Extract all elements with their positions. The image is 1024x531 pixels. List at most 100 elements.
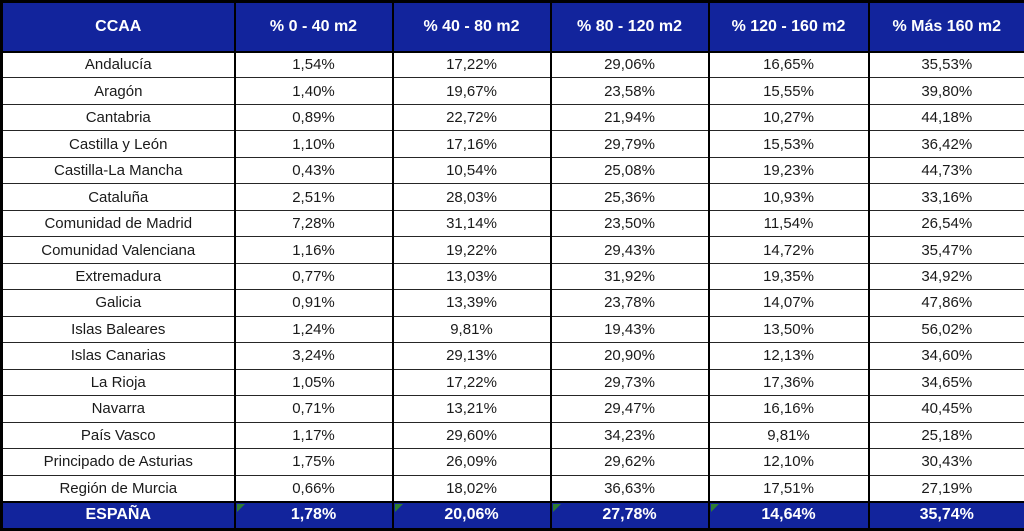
value-cell: 35,47% (867, 236, 1024, 264)
value-cell: 0,89% (233, 103, 394, 132)
table-row: Andalucía 1,54% 17,22% 29,06% 16,65% 35,53% (0, 50, 1024, 79)
value-cell: 56,02% (867, 315, 1024, 344)
footer-value-cell: 20,06% (391, 500, 552, 531)
value-cell: 1,05% (233, 368, 394, 397)
value-cell: 21,94% (549, 103, 710, 132)
region-name-cell: Comunidad Valenciana (0, 236, 236, 264)
value-cell: 19,43% (549, 315, 710, 344)
value-cell: 34,92% (867, 262, 1024, 291)
value-cell: 23,58% (549, 77, 710, 105)
footer-value-cell: 27,78% (549, 500, 710, 531)
region-name-cell: País Vasco (0, 421, 236, 450)
region-name-cell: Islas Baleares (0, 315, 236, 344)
table-row: Comunidad de Madrid 7,28% 31,14% 23,50% 11,5… (0, 209, 1024, 238)
value-cell: 27,19% (867, 474, 1024, 502)
region-name-cell: Extremadura (0, 262, 236, 291)
value-cell: 10,54% (391, 156, 552, 185)
cell-flag-triangle-icon (710, 503, 719, 512)
value-cell: 28,03% (391, 183, 552, 211)
table-row: Comunidad Valenciana 1,16% 19,22% 29,43% 14,… (0, 236, 1024, 264)
value-cell: 34,65% (867, 368, 1024, 397)
value-cell: 15,53% (707, 130, 870, 158)
table-row: Extremadura 0,77% 13,03% 31,92% 19,35% 34,92% (0, 262, 1024, 291)
value-cell: 0,77% (233, 262, 394, 291)
value-cell: 2,51% (233, 183, 394, 211)
region-name-cell: Castilla-La Mancha (0, 156, 236, 185)
footer-value-cell: 14,64% (707, 500, 870, 531)
value-cell: 25,08% (549, 156, 710, 185)
table-row: Cataluña 2,51% 28,03% 25,36% 10,93% 33,16% (0, 183, 1024, 211)
column-header-ccaa: CCAA (0, 0, 236, 53)
region-name-cell: Cantabria (0, 103, 236, 132)
value-cell: 13,03% (391, 262, 552, 291)
column-header: % 80 - 120 m2 (549, 0, 710, 53)
value-cell: 10,93% (707, 183, 870, 211)
region-name-cell: Andalucía (0, 50, 236, 79)
value-cell: 39,80% (867, 77, 1024, 105)
table-row: Islas Baleares 1,24% 9,81% 19,43% 13,50% 56,0… (0, 315, 1024, 344)
value-cell: 36,63% (549, 474, 710, 502)
value-cell: 22,72% (391, 103, 552, 132)
table-row: Navarra 0,71% 13,21% 29,47% 16,16% 40,45% (0, 395, 1024, 423)
value-cell: 1,16% (233, 236, 394, 264)
value-cell: 29,60% (391, 421, 552, 450)
value-cell: 17,36% (707, 368, 870, 397)
value-cell: 34,60% (867, 342, 1024, 370)
value-cell: 3,24% (233, 342, 394, 370)
header-row: CCAA% 0 - 40 m2% 40 - 80 m2% 80 - 120 m2… (0, 0, 1024, 53)
table-row: Región de Murcia 0,66% 18,02% 36,63% 17,51% 2… (0, 474, 1024, 502)
table-row: Aragón 1,40% 19,67% 23,58% 15,55% 39,80% (0, 77, 1024, 105)
value-cell: 20,90% (549, 342, 710, 370)
value-cell: 0,91% (233, 289, 394, 317)
value-cell: 15,55% (707, 77, 870, 105)
value-cell: 36,42% (867, 130, 1024, 158)
value-cell: 13,39% (391, 289, 552, 317)
footer-total-label: ESPAÑA (0, 500, 236, 531)
value-cell: 13,50% (707, 315, 870, 344)
value-cell: 0,43% (233, 156, 394, 185)
value-cell: 33,16% (867, 183, 1024, 211)
column-header: % Más 160 m2 (867, 0, 1024, 53)
value-cell: 1,40% (233, 77, 394, 105)
table-row: Castilla-La Mancha 0,43% 10,54% 25,08% 19,23… (0, 156, 1024, 185)
value-cell: 12,10% (707, 448, 870, 476)
value-cell: 30,43% (867, 448, 1024, 476)
cell-flag-triangle-icon (236, 503, 245, 512)
value-cell: 11,54% (707, 209, 870, 238)
value-cell: 31,92% (549, 262, 710, 291)
value-cell: 1,17% (233, 421, 394, 450)
value-cell: 7,28% (233, 209, 394, 238)
footer-value-cell: 35,74% (867, 500, 1024, 531)
value-cell: 17,22% (391, 368, 552, 397)
column-header: % 40 - 80 m2 (391, 0, 552, 53)
value-cell: 35,53% (867, 50, 1024, 79)
table-footer: ESPAÑA 1,78% 20,06% 27,78% 14,64% 35,74% (0, 500, 1024, 531)
value-cell: 1,10% (233, 130, 394, 158)
value-cell: 16,65% (707, 50, 870, 79)
region-name-cell: Islas Canarias (0, 342, 236, 370)
table-row: Principado de Asturias 1,75% 26,09% 29,62% 1… (0, 448, 1024, 476)
value-cell: 44,73% (867, 156, 1024, 185)
value-cell: 34,23% (549, 421, 710, 450)
value-cell: 16,16% (707, 395, 870, 423)
value-cell: 1,24% (233, 315, 394, 344)
value-cell: 29,73% (549, 368, 710, 397)
value-cell: 19,23% (707, 156, 870, 185)
region-name-cell: Comunidad de Madrid (0, 209, 236, 238)
value-cell: 10,27% (707, 103, 870, 132)
value-cell: 1,54% (233, 50, 394, 79)
table-row: Islas Canarias 3,24% 29,13% 20,90% 12,13% 34,… (0, 342, 1024, 370)
value-cell: 29,47% (549, 395, 710, 423)
value-cell: 23,50% (549, 209, 710, 238)
footer-value-cell: 1,78% (233, 500, 394, 531)
value-cell: 31,14% (391, 209, 552, 238)
column-header: % 120 - 160 m2 (707, 0, 870, 53)
value-cell: 29,62% (549, 448, 710, 476)
value-cell: 29,06% (549, 50, 710, 79)
region-name-cell: Región de Murcia (0, 474, 236, 502)
value-cell: 40,45% (867, 395, 1024, 423)
region-name-cell: Navarra (0, 395, 236, 423)
column-header: % 0 - 40 m2 (233, 0, 394, 53)
value-cell: 1,75% (233, 448, 394, 476)
